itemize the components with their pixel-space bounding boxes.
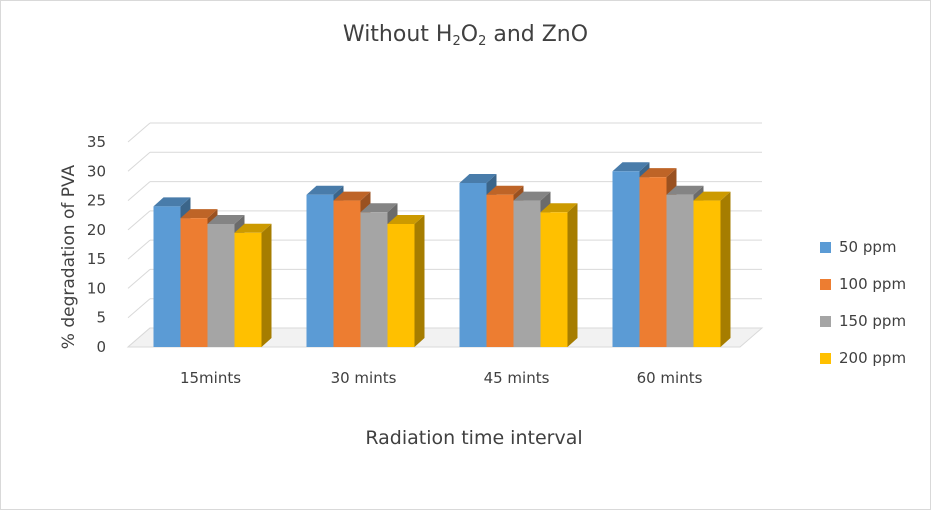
y-tick-label: 30	[87, 162, 106, 180]
legend-label: 200 ppm	[839, 349, 907, 367]
bar-top-50-ppm	[612, 162, 650, 172]
legend-swatch	[820, 241, 831, 253]
x-tick-label: 45 mints	[484, 369, 550, 387]
chart-title-suffix: and ZnO	[486, 22, 589, 47]
chart-legend: 50 ppm 100 ppm 150 ppm 200 ppm	[820, 234, 906, 382]
bar-50-ppm	[612, 171, 640, 347]
chart-title-subscript-1: 2	[452, 34, 461, 49]
gridline-diagonal	[127, 151, 151, 172]
y-axis-title: % degradation of PVA	[59, 164, 79, 349]
bar-side-200-ppm	[720, 191, 731, 347]
gridline-diagonal	[127, 122, 151, 143]
chart-title: Without H2O2 and ZnO	[0, 22, 931, 49]
legend-label: 50 ppm	[839, 238, 897, 256]
gridline-diagonal	[127, 210, 151, 231]
bar-150-ppm	[360, 212, 388, 347]
bar-top-100-ppm	[333, 191, 371, 201]
bar-100-ppm	[486, 194, 514, 347]
y-tick-label: 35	[87, 133, 106, 151]
bar-top-150-ppm	[513, 191, 551, 201]
bar-side-200-ppm	[414, 215, 425, 347]
bar-200-ppm	[693, 200, 721, 347]
chart-title-subscript-2: 2	[478, 34, 487, 49]
legend-swatch	[820, 352, 831, 364]
legend-item: 100 ppm	[820, 271, 906, 297]
legend-label: 100 ppm	[839, 275, 907, 293]
bar-top-100-ppm	[639, 168, 677, 178]
bar-50-ppm	[306, 194, 334, 347]
legend-label: 150 ppm	[839, 312, 907, 330]
y-tick-label: 15	[87, 250, 106, 268]
legend-item: 50 ppm	[820, 234, 906, 260]
x-tick-label: 30 mints	[331, 369, 397, 387]
legend-swatch	[820, 315, 831, 327]
bar-100-ppm	[333, 200, 361, 347]
x-tick-label: 15mints	[180, 369, 241, 387]
bar-top-200-ppm	[693, 191, 731, 201]
bar-200-ppm	[387, 224, 415, 347]
bar-top-200-ppm	[540, 203, 578, 213]
bar-150-ppm	[666, 194, 694, 347]
bar-top-200-ppm	[387, 215, 425, 224]
gridline-diagonal	[127, 181, 151, 201]
bar-top-50-ppm	[153, 197, 191, 207]
y-tick-label: 25	[87, 192, 106, 210]
bar-200-ppm	[540, 212, 568, 347]
bar-100-ppm	[180, 218, 208, 347]
gridline-diagonal	[127, 269, 151, 289]
gridline-diagonal	[127, 298, 151, 319]
x-axis-title: Radiation time interval	[365, 427, 582, 449]
chart-title-mid: O	[460, 22, 479, 47]
bar-50-ppm	[153, 206, 181, 347]
y-tick-label: 10	[87, 279, 106, 297]
bar-150-ppm	[513, 200, 541, 347]
y-tick-label: 20	[87, 221, 106, 239]
legend-item: 200 ppm	[820, 345, 906, 371]
y-tick-label: 0	[96, 338, 106, 356]
bar-top-50-ppm	[459, 174, 497, 183]
bar-top-150-ppm	[207, 215, 245, 224]
bar-side-200-ppm	[567, 203, 578, 347]
legend-item: 150 ppm	[820, 308, 906, 334]
legend-swatch	[820, 278, 831, 290]
gridline-diagonal	[127, 239, 151, 260]
chart-title-prefix: Without H	[342, 22, 453, 47]
bar-top-100-ppm	[180, 209, 218, 219]
bar-top-200-ppm	[234, 223, 272, 233]
x-tick-label: 60 mints	[637, 369, 703, 387]
bar-top-50-ppm	[306, 185, 344, 195]
bar-100-ppm	[639, 177, 667, 347]
y-tick-label: 5	[96, 309, 106, 327]
bar-50-ppm	[459, 183, 487, 347]
bar-200-ppm	[234, 232, 262, 347]
bar-top-150-ppm	[360, 203, 398, 213]
bar-top-100-ppm	[486, 185, 524, 195]
bar-top-150-ppm	[666, 185, 704, 195]
bar-150-ppm	[207, 224, 235, 347]
bar-side-200-ppm	[261, 223, 272, 347]
